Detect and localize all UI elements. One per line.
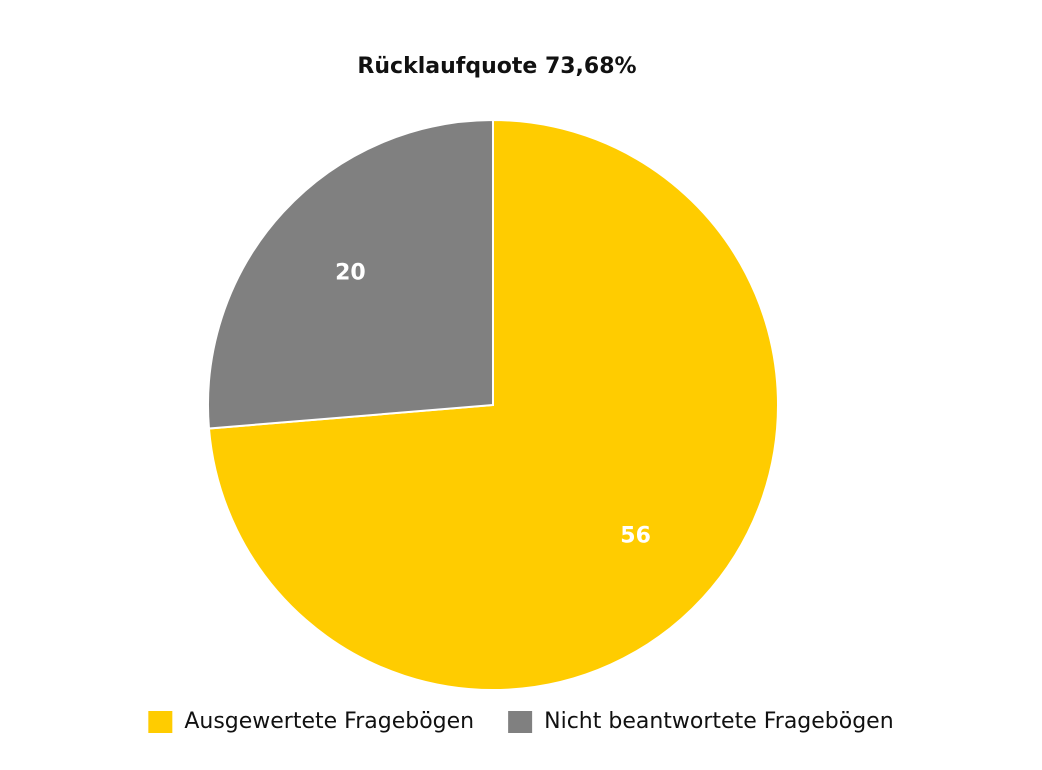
data-label: 20 <box>335 261 366 286</box>
legend-swatch <box>148 711 173 733</box>
data-label: 56 <box>620 523 651 548</box>
legend: Ausgewertete Fragebögen Nicht beantwortet… <box>148 709 894 734</box>
chart-title: Rücklaufquote 73,68% <box>357 54 636 79</box>
legend-swatch <box>508 711 533 733</box>
legend-label: Ausgewertete Fragebögen <box>184 709 474 734</box>
pie-slice <box>207 118 494 430</box>
legend-label: Nicht beantwortete Fragebögen <box>544 709 894 734</box>
